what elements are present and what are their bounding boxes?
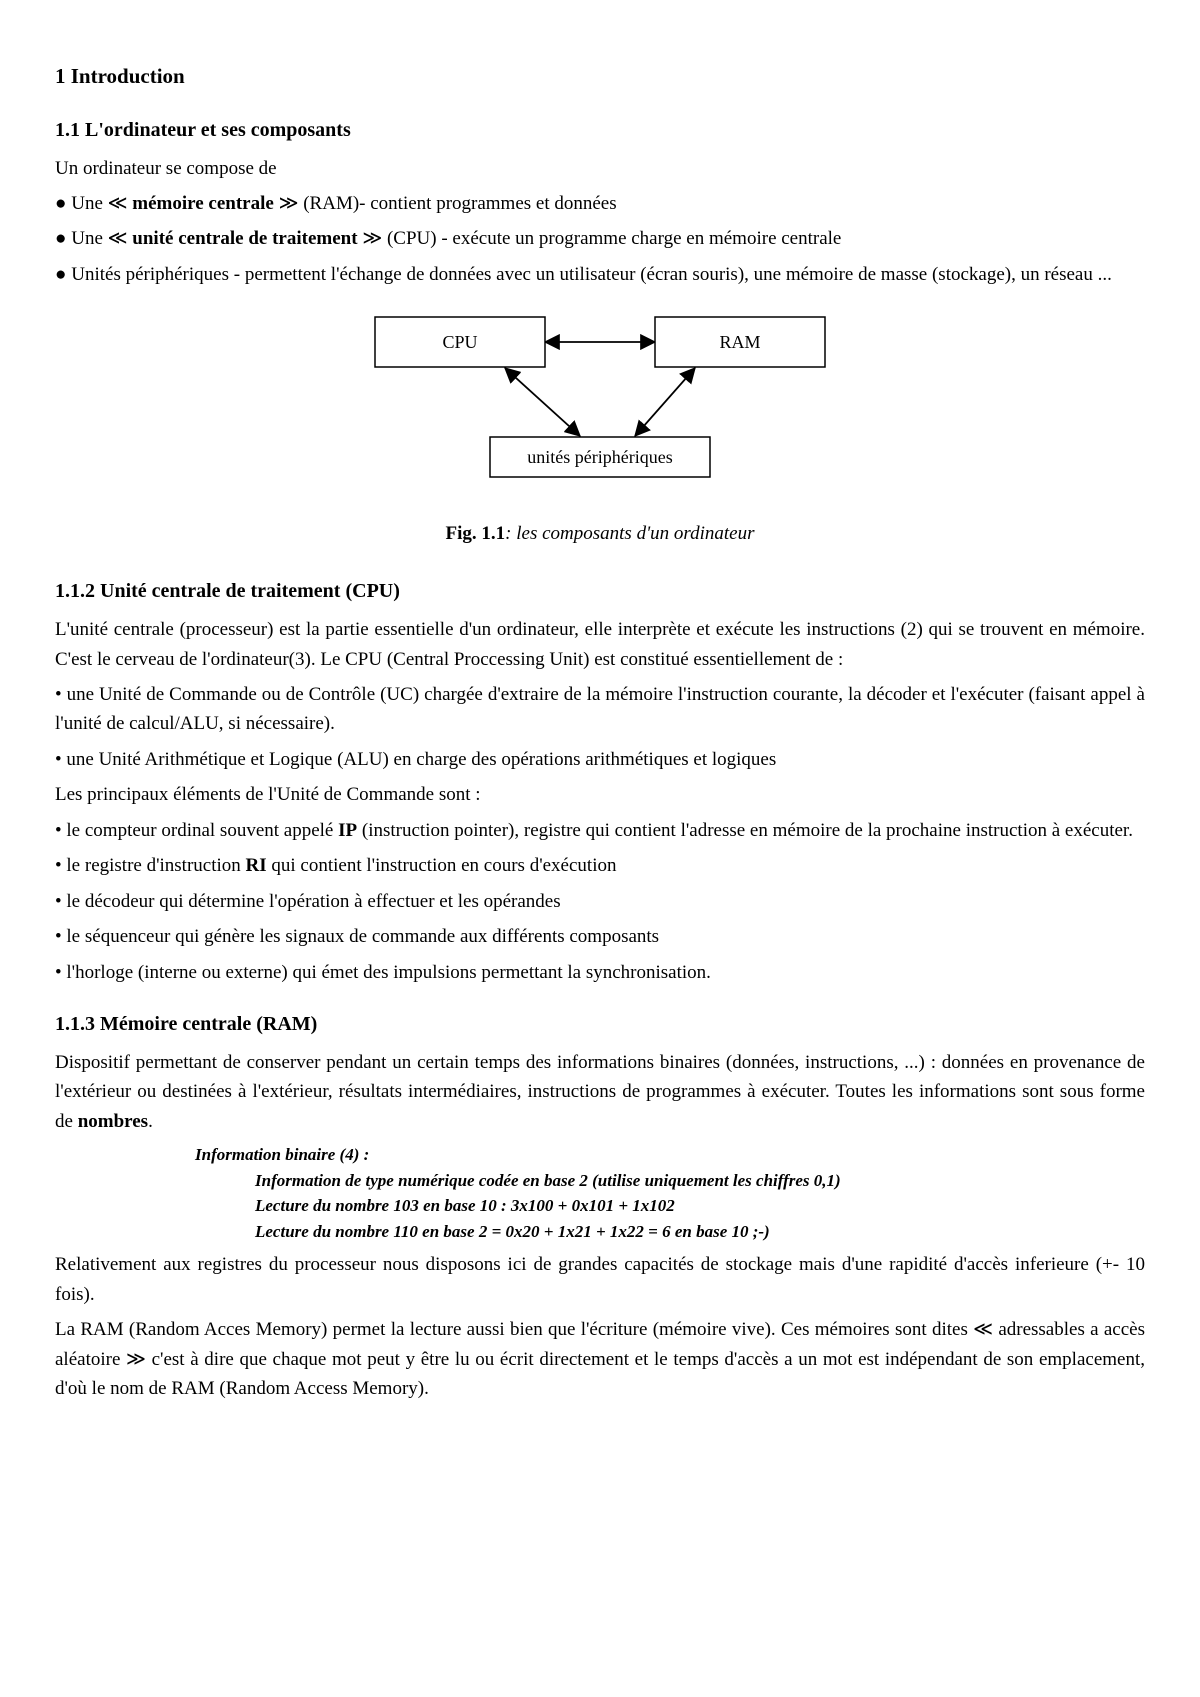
heading-introduction: 1 Introduction xyxy=(55,60,1145,93)
bullet2-bold: unité centrale de traitement xyxy=(132,228,357,249)
ram-p1-pre: Dispositif permettant de conserver penda… xyxy=(55,1052,1145,1132)
svg-text:CPU: CPU xyxy=(442,332,477,352)
cpu-ip-pre: • le compteur ordinal souvent appelé xyxy=(55,820,338,841)
cpu-item-ri: • le registre d'instruction RI qui conti… xyxy=(55,851,1145,880)
bullet1-pre: ● Une ≪ xyxy=(55,193,132,214)
ram-paragraph-3: La RAM (Random Acces Memory) permet la l… xyxy=(55,1315,1145,1403)
heading-1-1-3: 1.1.3 Mémoire centrale (RAM) xyxy=(55,1009,1145,1040)
cpu-item-sequencer: • le séquenceur qui génère les signaux d… xyxy=(55,922,1145,951)
svg-text:RAM: RAM xyxy=(719,332,760,352)
caption-label: Fig. 1.1 xyxy=(446,523,506,544)
diagram-container: CPU RAM unités périphériques xyxy=(55,307,1145,506)
heading-1-1: 1.1 L'ordinateur et ses composants xyxy=(55,115,1145,146)
bullet2-pre: ● Une ≪ xyxy=(55,228,132,249)
bullet-memoire-centrale: ● Une ≪ mémoire centrale ≫ (RAM)- contie… xyxy=(55,189,1145,218)
ram-paragraph-1: Dispositif permettant de conserver penda… xyxy=(55,1048,1145,1136)
cpu-ri-bold: RI xyxy=(246,855,267,876)
cpu-bullet-uc: • une Unité de Commande ou de Contrôle (… xyxy=(55,680,1145,739)
bullet-peripheriques: ● Unités périphériques - permettent l'éc… xyxy=(55,260,1145,289)
cpu-ri-post: qui contient l'instruction en cours d'ex… xyxy=(267,855,617,876)
cpu-ip-post: (instruction pointer), registre qui cont… xyxy=(357,820,1133,841)
cpu-item-ip: • le compteur ordinal souvent appelé IP … xyxy=(55,816,1145,845)
document-page: 1 Introduction 1.1 L'ordinateur et ses c… xyxy=(0,0,1200,1479)
cpu-paragraph-2: Les principaux éléments de l'Unité de Co… xyxy=(55,780,1145,809)
bullet1-post: ≫ (RAM)- contient programmes et données xyxy=(274,193,617,214)
cpu-bullet-alu: • une Unité Arithmétique et Logique (ALU… xyxy=(55,745,1145,774)
bullet-unite-centrale: ● Une ≪ unité centrale de traitement ≫ (… xyxy=(55,224,1145,253)
ram-p1-bold: nombres xyxy=(78,1111,148,1132)
cpu-item-decoder: • le décodeur qui détermine l'opération … xyxy=(55,887,1145,916)
svg-text:unités périphériques: unités périphériques xyxy=(527,447,672,467)
cpu-ip-bold: IP xyxy=(338,820,357,841)
cpu-item-clock: • l'horloge (interne ou externe) qui éme… xyxy=(55,958,1145,987)
bullet1-bold: mémoire centrale xyxy=(132,193,274,214)
ram-paragraph-2: Relativement aux registres du processeur… xyxy=(55,1250,1145,1309)
info-binaire-line2: Lecture du nombre 103 en base 10 : 3x100… xyxy=(255,1193,1145,1219)
figure-caption: Fig. 1.1: les composants d'un ordinateur xyxy=(55,519,1145,548)
cpu-paragraph-1: L'unité centrale (processeur) est la par… xyxy=(55,615,1145,674)
cpu-ri-pre: • le registre d'instruction xyxy=(55,855,246,876)
caption-text: : les composants d'un ordinateur xyxy=(505,523,754,544)
ram-p1-post: . xyxy=(148,1111,153,1132)
intro-paragraph: Un ordinateur se compose de xyxy=(55,154,1145,183)
heading-1-1-2: 1.1.2 Unité centrale de traitement (CPU) xyxy=(55,576,1145,607)
components-diagram: CPU RAM unités périphériques xyxy=(335,307,865,497)
info-binaire-line3: Lecture du nombre 110 en base 2 = 0x20 +… xyxy=(255,1219,1145,1245)
info-binaire-line1: Information de type numérique codée en b… xyxy=(255,1168,1145,1194)
bullet2-post: ≫ (CPU) - exécute un programme charge en… xyxy=(358,228,842,249)
info-binaire-title: Information binaire (4) : xyxy=(195,1142,1145,1168)
